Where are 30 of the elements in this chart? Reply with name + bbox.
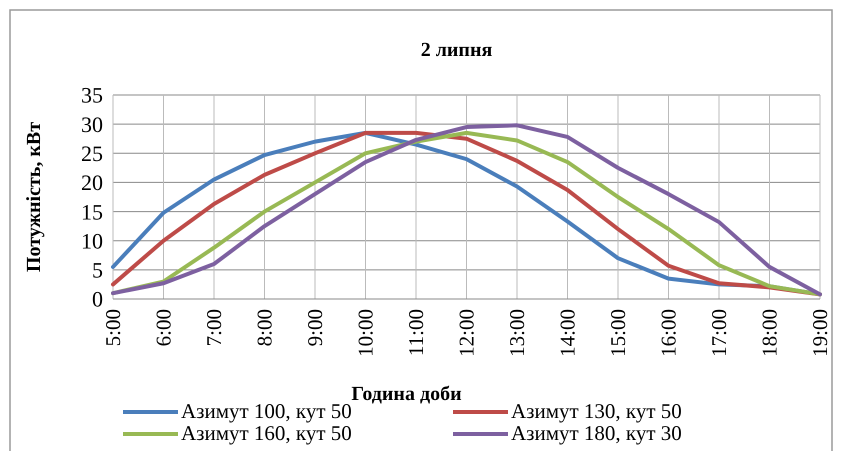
x-tick-label: 18:00	[758, 309, 782, 357]
x-tick-label: 8:00	[252, 309, 276, 346]
x-tick-label: 17:00	[707, 309, 731, 357]
chart-title: 2 липня	[420, 39, 492, 61]
x-tick-label: 19:00	[808, 309, 832, 357]
x-tick-label: 7:00	[202, 309, 226, 346]
x-tick-label: 6:00	[152, 309, 176, 346]
x-tick-label: 11:00	[404, 309, 428, 356]
y-tick-label: 35	[81, 82, 103, 108]
x-tick-label: 5:00	[101, 309, 125, 346]
y-tick-label: 5	[92, 258, 103, 283]
x-tick-label: 15:00	[606, 309, 630, 357]
y-tick-label: 25	[81, 140, 103, 166]
y-tick-label: 15	[81, 199, 103, 224]
x-tick-label: 12:00	[454, 309, 478, 357]
legend-label: Азимут 100, кут 50	[181, 399, 352, 423]
y-axis-title: Потужність, кВт	[23, 122, 45, 272]
legend-label: Азимут 160, кут 50	[181, 421, 352, 445]
x-tick-label: 14:00	[556, 309, 580, 357]
x-tick-label: 16:00	[656, 309, 680, 357]
y-tick-label: 0	[92, 286, 103, 312]
x-tick-label: 9:00	[303, 309, 327, 346]
y-tick-label: 30	[81, 112, 103, 137]
y-tick-label: 20	[81, 170, 103, 196]
x-tick-label: 10:00	[354, 309, 378, 357]
y-tick-label: 10	[81, 228, 103, 254]
x-axis-title: Година доби	[351, 383, 462, 405]
legend-label: Азимут 130, кут 50	[511, 399, 682, 423]
x-tick-label: 13:00	[505, 309, 529, 357]
legend-label: Азимут 180, кут 30	[511, 421, 682, 445]
